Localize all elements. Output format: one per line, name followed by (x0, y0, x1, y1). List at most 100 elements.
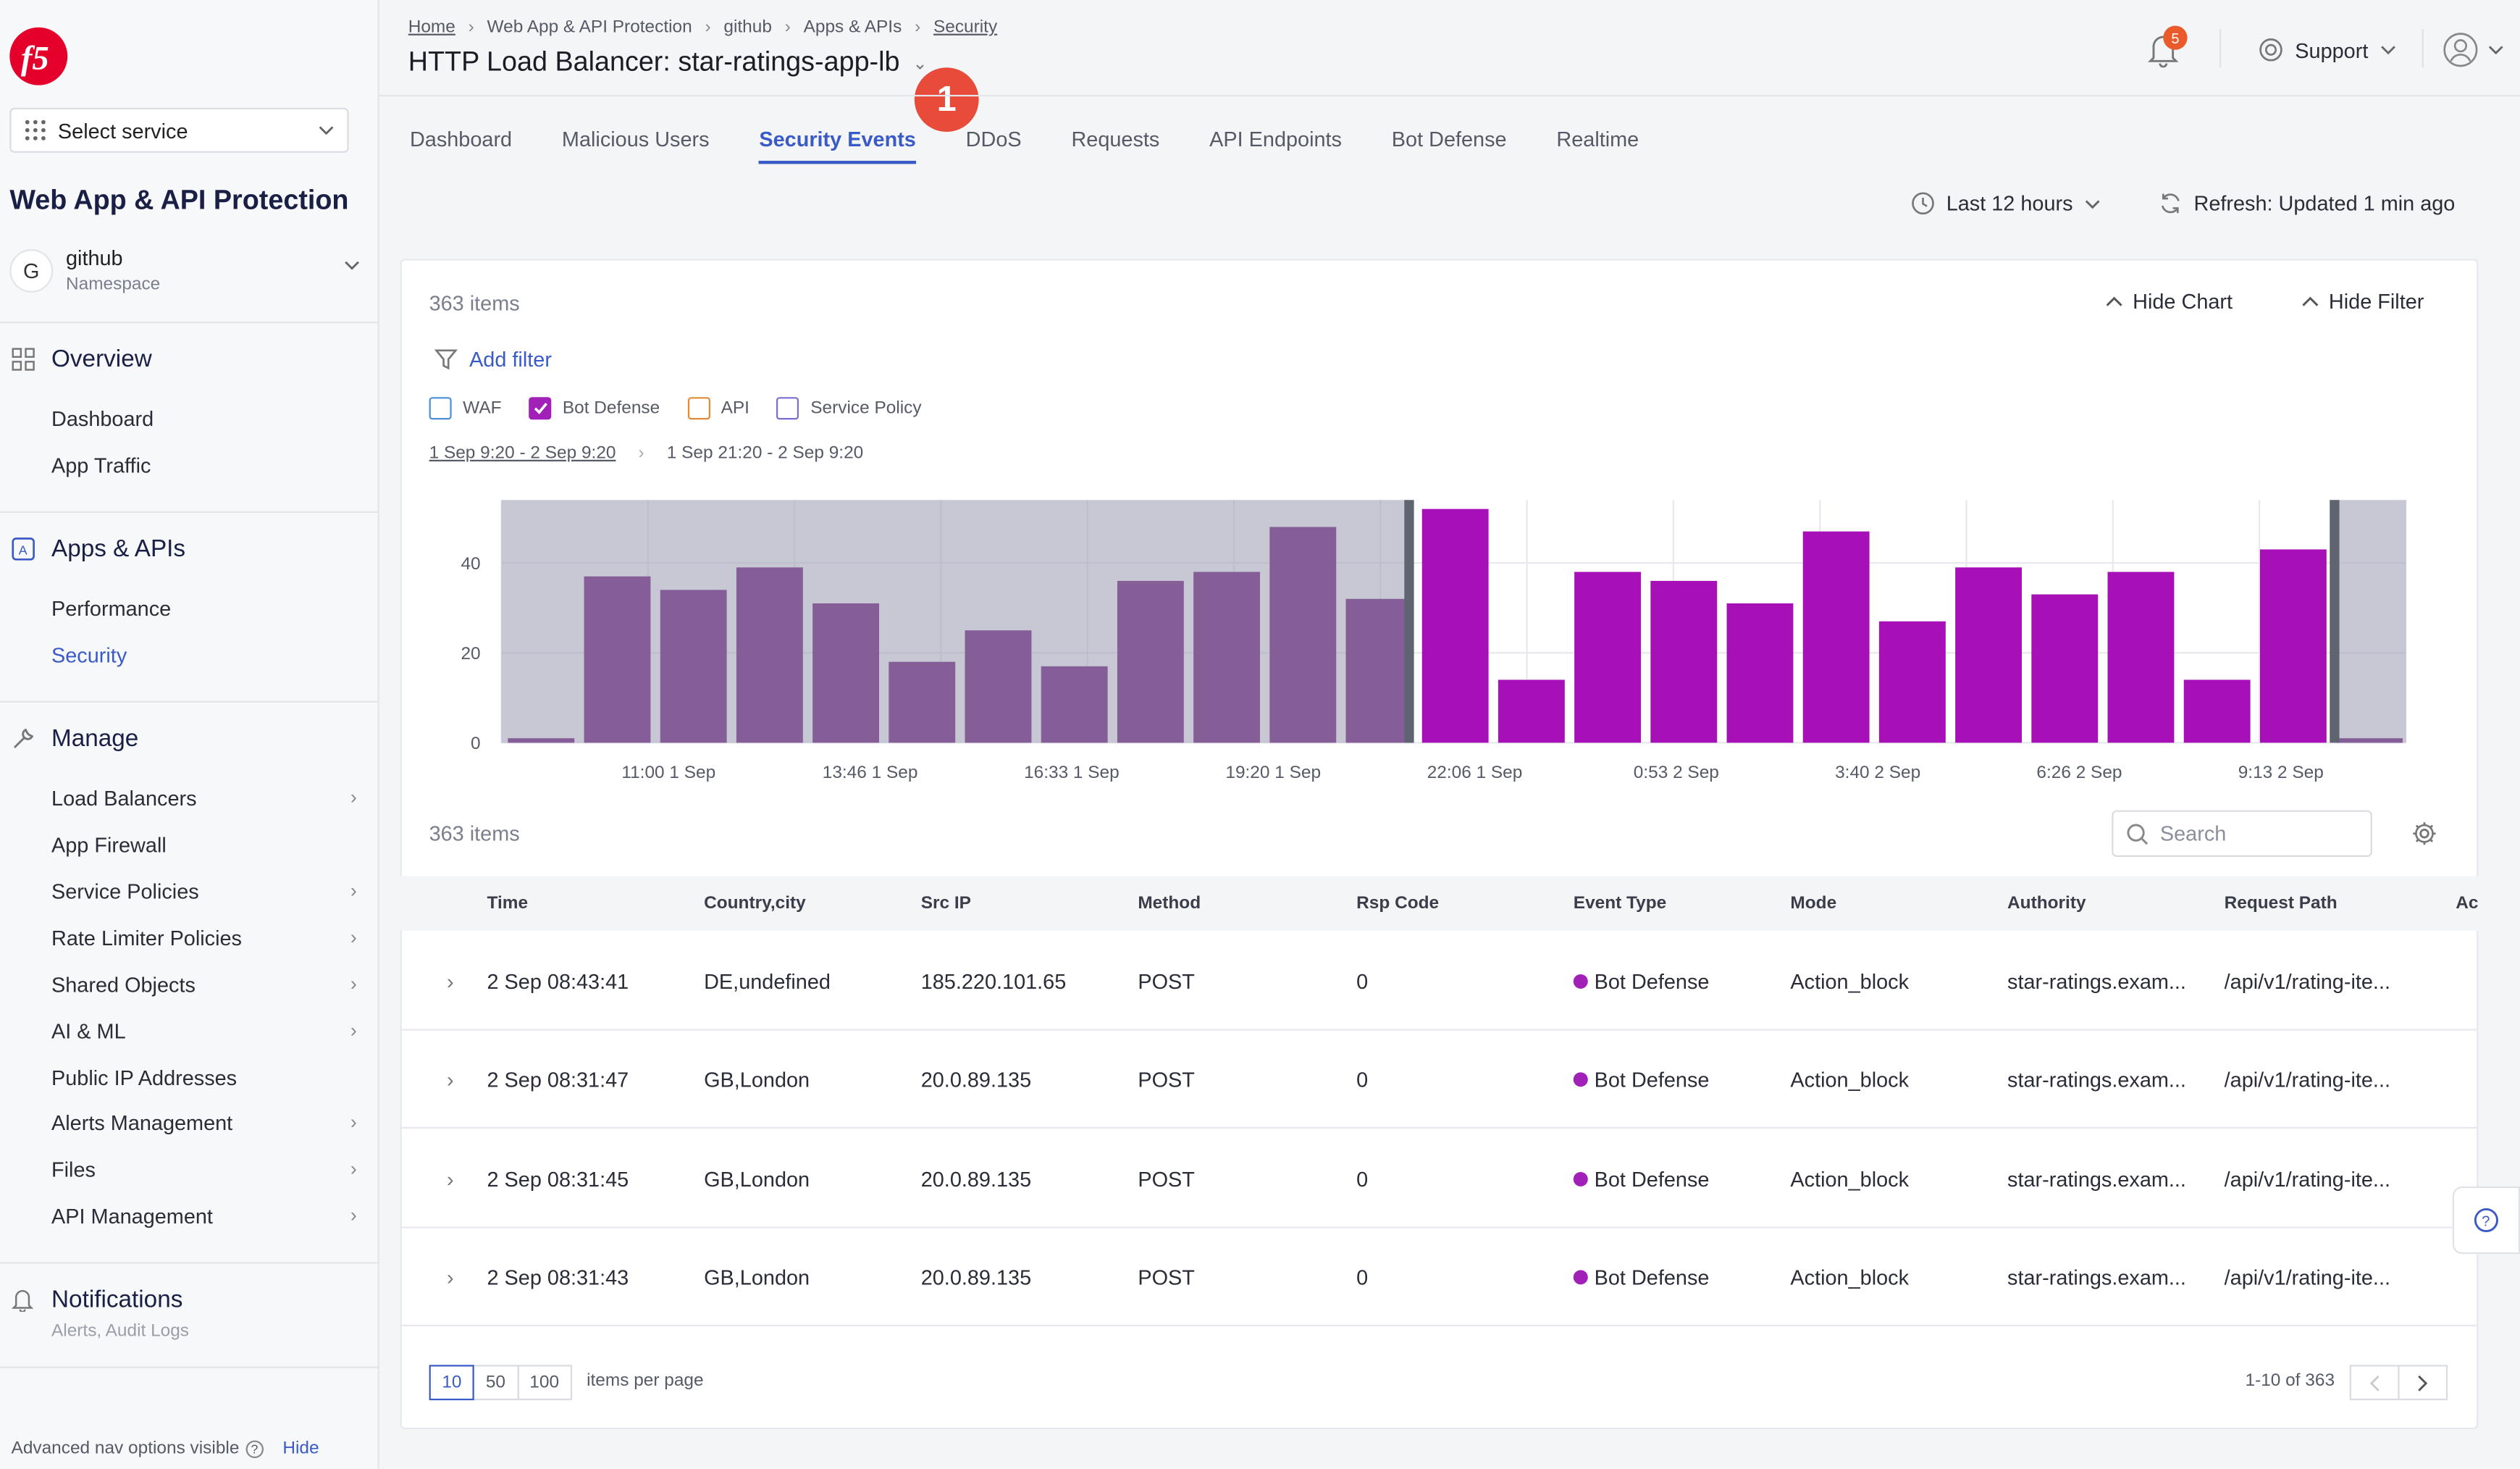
legend-api[interactable]: API (686, 397, 749, 420)
page-title[interactable]: HTTP Load Balancer: star-ratings-app-lb … (408, 46, 928, 78)
cell-rsp-code: 0 (1356, 1166, 1368, 1190)
legend-label: API (721, 398, 749, 419)
sidebar-item-label: Service Policies (51, 878, 199, 903)
page-title-text: HTTP Load Balancer: star-ratings-app-lb (408, 46, 900, 78)
column-header-mode[interactable]: Mode (1790, 893, 1837, 913)
x-tick-label: 16:33 1 Sep (1024, 763, 1120, 782)
sidebar-item-dashboard[interactable]: Dashboard (51, 403, 357, 432)
table-row[interactable]: › 2 Sep 08:31:45 GB,London 20.0.89.135 POST 0… (400, 1129, 2479, 1228)
sidebar-item-rate-limiter[interactable]: Rate Limiter Policies › (51, 923, 357, 952)
hide-chart-button[interactable]: Hide Chart (2105, 289, 2233, 314)
refresh-button[interactable]: Refresh: Updated 1 min ago (2159, 191, 2455, 215)
column-header-country-city[interactable]: Country,city (704, 893, 806, 913)
svg-text:f5: f5 (21, 39, 49, 77)
tab-ddos[interactable]: DDoS (965, 127, 1022, 151)
tab-dashboard[interactable]: Dashboard (409, 127, 513, 151)
sidebar-item-api-management[interactable]: API Management › (51, 1201, 357, 1230)
table-row[interactable]: › 2 Sep 08:31:43 GB,London 20.0.89.135 POST 0… (400, 1228, 2479, 1326)
add-filter-button[interactable]: Add filter (434, 347, 552, 372)
service-policy-checkbox[interactable] (776, 397, 799, 420)
section-apps-title: Apps & APIs (51, 535, 186, 563)
hide-filter-button[interactable]: Hide Filter (2301, 289, 2424, 314)
service-selector[interactable]: Select service (9, 107, 349, 153)
expand-row-icon[interactable]: › (446, 1166, 454, 1191)
sidebar-item-service-policies[interactable]: Service Policies › (51, 876, 357, 905)
security-events-chart[interactable]: 0 20 40 11:00 1 Sep 13:46 1 Sep 16:33 1 Sep 19… (434, 482, 2427, 796)
sidebar-item-public-ip[interactable]: Public IP Addresses (51, 1063, 357, 1092)
gear-icon[interactable] (2411, 820, 2438, 848)
namespace-selector[interactable]: G github Namespace (9, 241, 366, 302)
tab-realtime[interactable]: Realtime (1556, 127, 1639, 151)
sidebar-item-shared-objects[interactable]: Shared Objects › (51, 969, 357, 998)
section-apps-apis[interactable]: A Apps & APIs (9, 535, 185, 563)
cell-time-text: 2 Sep 08:31:45 (487, 1166, 629, 1191)
legend-bot-defense[interactable]: Bot Defense (529, 397, 660, 420)
breadcrumb-home[interactable]: Home (408, 17, 455, 38)
sidebar-item-security[interactable]: Security (51, 640, 357, 669)
sidebar-item-files[interactable]: Files › (51, 1155, 357, 1184)
chevron-down-icon (2085, 199, 2100, 209)
sidebar-item-load-balancers[interactable]: Load Balancers › (51, 783, 357, 812)
tab-api-endpoints[interactable]: API Endpoints (1209, 127, 1342, 151)
user-menu[interactable] (2443, 29, 2503, 71)
next-page-button[interactable] (2398, 1365, 2448, 1401)
breadcrumb-separator: › (468, 17, 474, 38)
section-notifications[interactable]: Notifications (9, 1286, 183, 1314)
bot-defense-checkbox[interactable] (529, 397, 552, 420)
column-header-event-type[interactable]: Event Type (1573, 893, 1667, 913)
cell-method: POST (1138, 1166, 1195, 1190)
cell-authority: star-ratings.exam... (2007, 1265, 2186, 1289)
chevron-down-icon (345, 261, 359, 270)
tab-malicious-users[interactable]: Malicious Users (561, 127, 710, 151)
time-range-selector[interactable]: Last 12 hours (1911, 191, 2100, 215)
page-size-100[interactable]: 100 (516, 1365, 572, 1401)
sidebar-item-performance[interactable]: Performance (51, 593, 357, 622)
breadcrumb-security[interactable]: Security (933, 17, 998, 38)
sidebar-item-app-firewall[interactable]: App Firewall (51, 829, 357, 858)
section-notifications-title: Notifications (51, 1286, 183, 1314)
chevron-right-icon: › (350, 1157, 357, 1181)
column-header-authority[interactable]: Authority (2007, 893, 2086, 913)
cell-mode-text: Action_block (1790, 1068, 1910, 1092)
column-header-rsp-code[interactable]: Rsp Code (1356, 893, 1440, 913)
expand-row-icon[interactable]: › (446, 1068, 454, 1092)
lifebuoy-icon (2259, 38, 2282, 62)
expand-row-icon[interactable]: › (446, 969, 454, 994)
breadcrumb-apps: Apps & APIs (803, 17, 902, 38)
sidebar-item-alerts[interactable]: Alerts Management › (51, 1108, 357, 1137)
column-header-time[interactable]: Time (487, 893, 529, 913)
help-button[interactable]: ? (2452, 1186, 2520, 1255)
range-full-link[interactable]: 1 Sep 9:20 - 2 Sep 9:20 (429, 443, 616, 464)
hide-advanced-link[interactable]: Hide (282, 1439, 319, 1458)
page-size-50[interactable]: 50 (473, 1365, 518, 1401)
sidebar-item-label: Dashboard (51, 406, 154, 430)
hide-chart-label: Hide Chart (2133, 289, 2233, 314)
column-header-request-path[interactable]: Request Path (2224, 893, 2338, 913)
expand-row-icon[interactable]: › (446, 1265, 454, 1289)
tab-requests[interactable]: Requests (1071, 127, 1160, 151)
tab-bot-defense[interactable]: Bot Defense (1391, 127, 1507, 151)
prev-page-button[interactable] (2349, 1365, 2400, 1401)
sidebar-item-ai-ml[interactable]: AI & ML › (51, 1016, 357, 1045)
section-manage[interactable]: Manage (9, 725, 138, 753)
legend-waf[interactable]: WAF (429, 397, 502, 420)
f5-logo[interactable]: f5 (8, 26, 69, 87)
page-size-10[interactable]: 10 (429, 1365, 475, 1401)
api-checkbox[interactable] (686, 397, 710, 420)
support-menu[interactable]: Support (2258, 29, 2395, 71)
search-input[interactable]: Search (2112, 810, 2372, 857)
column-header-src-ip[interactable]: Src IP (920, 893, 971, 913)
section-overview[interactable]: Overview (9, 346, 152, 373)
waf-checkbox[interactable] (429, 397, 452, 420)
sidebar-item-app-traffic[interactable]: App Traffic (51, 450, 357, 479)
chart-bar (1574, 572, 1642, 743)
cell-authority: star-ratings.exam... (2007, 1068, 2186, 1092)
column-header-method[interactable]: Method (1138, 893, 1201, 913)
legend-service-policy[interactable]: Service Policy (776, 397, 922, 420)
help-icon[interactable]: ? (245, 1439, 264, 1457)
table-row[interactable]: › 2 Sep 08:43:41 DE,undefined 185.220.101.6… (400, 932, 2479, 1031)
tab-security-events[interactable]: Security Events (759, 127, 916, 164)
table-row[interactable]: › 2 Sep 08:31:47 GB,London 20.0.89.135 POST 0… (400, 1031, 2479, 1129)
cell-event-type-text: Bot Defense (1594, 1166, 1710, 1191)
column-header-action[interactable]: Ac (2456, 893, 2479, 913)
